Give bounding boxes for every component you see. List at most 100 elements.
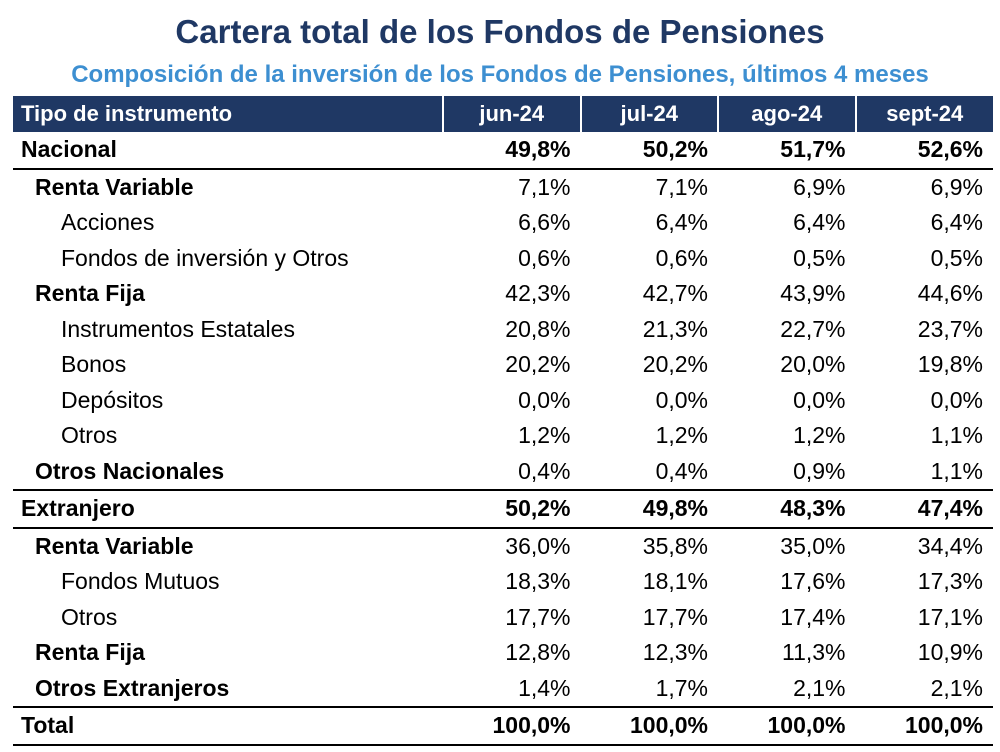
portfolio-table: Tipo de instrumento jun-24 jul-24 ago-24… — [13, 96, 993, 746]
cell-value: 100,0% — [443, 706, 581, 746]
header-jun-24: jun-24 — [442, 96, 581, 132]
table-row: Otros Extranjeros 1,4% 1,7% 2,1% 2,1% — [13, 671, 993, 708]
table-row: Renta Variable 36,0% 35,8% 35,0% 34,4% — [13, 528, 993, 565]
table-row-extranjero: Extranjero 50,2% 49,8% 48,3% 47,4% — [13, 489, 993, 529]
cell-value: 2,1% — [793, 674, 846, 701]
cell-value: 0,0% — [518, 386, 571, 413]
row-label: Renta Variable — [35, 173, 194, 200]
table-row: Otros 17,7% 17,7% 17,4% 17,1% — [13, 600, 993, 636]
table-row: Bonos 20,2% 20,2% 20,0% 19,8% — [13, 347, 993, 383]
cell-value: 34,4% — [917, 532, 983, 559]
cell-value: 7,1% — [655, 173, 708, 200]
cell-value: 0,5% — [930, 244, 983, 271]
cell-value: 2,1% — [930, 674, 983, 701]
cell-value: 1,1% — [930, 457, 983, 484]
cell-value: 6,9% — [930, 173, 983, 200]
table-row: Renta Variable 7,1% 7,1% 6,9% 6,9% — [13, 169, 993, 206]
row-label: Fondos Mutuos — [61, 568, 220, 595]
row-label: Nacional — [13, 132, 443, 170]
cell-value: 22,7% — [780, 315, 846, 342]
table-row: Fondos de inversión y Otros 0,6% 0,6% 0,… — [13, 241, 993, 277]
cell-value: 1,2% — [518, 422, 571, 449]
row-label: Extranjero — [13, 489, 443, 529]
cell-value: 17,4% — [780, 603, 846, 630]
cell-value: 17,6% — [780, 568, 846, 595]
cell-value: 49,8% — [443, 132, 581, 170]
cell-value: 21,3% — [642, 315, 708, 342]
header-instrument-type: Tipo de instrumento — [13, 96, 443, 132]
table-row: Fondos Mutuos 18,3% 18,1% 17,6% 17,3% — [13, 564, 993, 600]
cell-value: 0,6% — [518, 244, 571, 271]
table-row-total: Total 100,0% 100,0% 100,0% 100,0% — [13, 706, 993, 746]
table-row: Instrumentos Estatales 20,8% 21,3% 22,7%… — [13, 312, 993, 348]
cell-value: 20,2% — [642, 351, 708, 378]
header-ago-24: ago-24 — [717, 96, 856, 132]
cell-value: 11,3% — [781, 639, 846, 666]
row-label: Bonos — [61, 351, 127, 378]
table-row: Renta Fija 42,3% 42,7% 43,9% 44,6% — [13, 276, 993, 312]
cell-value: 36,0% — [505, 532, 571, 559]
row-label: Otros — [61, 422, 118, 449]
cell-value: 50,2% — [580, 132, 718, 170]
cell-value: 51,7% — [718, 132, 856, 170]
cell-value: 12,8% — [505, 639, 571, 666]
cell-value: 1,1% — [930, 422, 983, 449]
cell-value: 20,0% — [780, 351, 846, 378]
table-row: Renta Fija 12,8% 12,3% 11,3% 10,9% — [13, 635, 993, 671]
cell-value: 17,1% — [917, 603, 983, 630]
cell-value: 0,6% — [655, 244, 708, 271]
table-row: Acciones 6,6% 6,4% 6,4% 6,4% — [13, 205, 993, 241]
cell-value: 0,4% — [518, 457, 571, 484]
page-subtitle: Composición de la inversión de los Fondo… — [71, 61, 929, 88]
cell-value: 35,0% — [780, 532, 846, 559]
cell-value: 35,8% — [642, 532, 708, 559]
cell-value: 0,0% — [793, 386, 846, 413]
cell-value: 48,3% — [718, 489, 856, 529]
page-title: Cartera total de los Fondos de Pensiones — [175, 13, 825, 50]
row-label: Otros Extranjeros — [35, 674, 230, 701]
cell-value: 42,7% — [642, 280, 708, 307]
table-header-row: Tipo de instrumento jun-24 jul-24 ago-24… — [13, 96, 993, 132]
row-label: Otros Nacionales — [35, 457, 225, 484]
cell-value: 6,4% — [655, 209, 708, 236]
cell-value: 42,3% — [505, 280, 571, 307]
cell-value: 20,2% — [505, 351, 571, 378]
cell-value: 52,6% — [855, 132, 993, 170]
cell-value: 0,0% — [930, 386, 983, 413]
cell-value: 0,4% — [655, 457, 708, 484]
cell-value: 6,9% — [793, 173, 846, 200]
cell-value: 23,7% — [917, 315, 983, 342]
cell-value: 0,5% — [793, 244, 846, 271]
row-label: Acciones — [61, 209, 155, 236]
cell-value: 44,6% — [917, 280, 983, 307]
cell-value: 6,6% — [518, 209, 571, 236]
cell-value: 1,2% — [655, 422, 708, 449]
cell-value: 0,9% — [793, 457, 846, 484]
row-label: Total — [13, 706, 443, 746]
cell-value: 20,8% — [505, 315, 571, 342]
cell-value: 12,3% — [642, 639, 708, 666]
header-sept-24: sept-24 — [854, 96, 993, 132]
cell-value: 19,8% — [917, 351, 983, 378]
cell-value: 1,7% — [655, 674, 708, 701]
cell-value: 47,4% — [855, 489, 993, 529]
cell-value: 18,1% — [642, 568, 708, 595]
table-row: Otros 1,2% 1,2% 1,2% 1,1% — [13, 418, 993, 454]
cell-value: 17,7% — [642, 603, 708, 630]
table-row-nacional: Nacional 49,8% 50,2% 51,7% 52,6% — [13, 132, 993, 170]
table-row: Otros Nacionales 0,4% 0,4% 0,9% 1,1% — [13, 454, 993, 491]
cell-value: 100,0% — [580, 706, 718, 746]
cell-value: 17,3% — [917, 568, 983, 595]
row-label: Renta Variable — [35, 532, 194, 559]
cell-value: 1,4% — [518, 674, 571, 701]
cell-value: 100,0% — [855, 706, 993, 746]
row-label: Renta Fija — [35, 280, 145, 307]
cell-value: 10,9% — [917, 639, 983, 666]
row-label: Fondos de inversión y Otros — [61, 244, 349, 271]
cell-value: 0,0% — [655, 386, 708, 413]
cell-value: 6,4% — [793, 209, 846, 236]
cell-value: 17,7% — [505, 603, 571, 630]
cell-value: 100,0% — [718, 706, 856, 746]
row-label: Instrumentos Estatales — [61, 315, 295, 342]
